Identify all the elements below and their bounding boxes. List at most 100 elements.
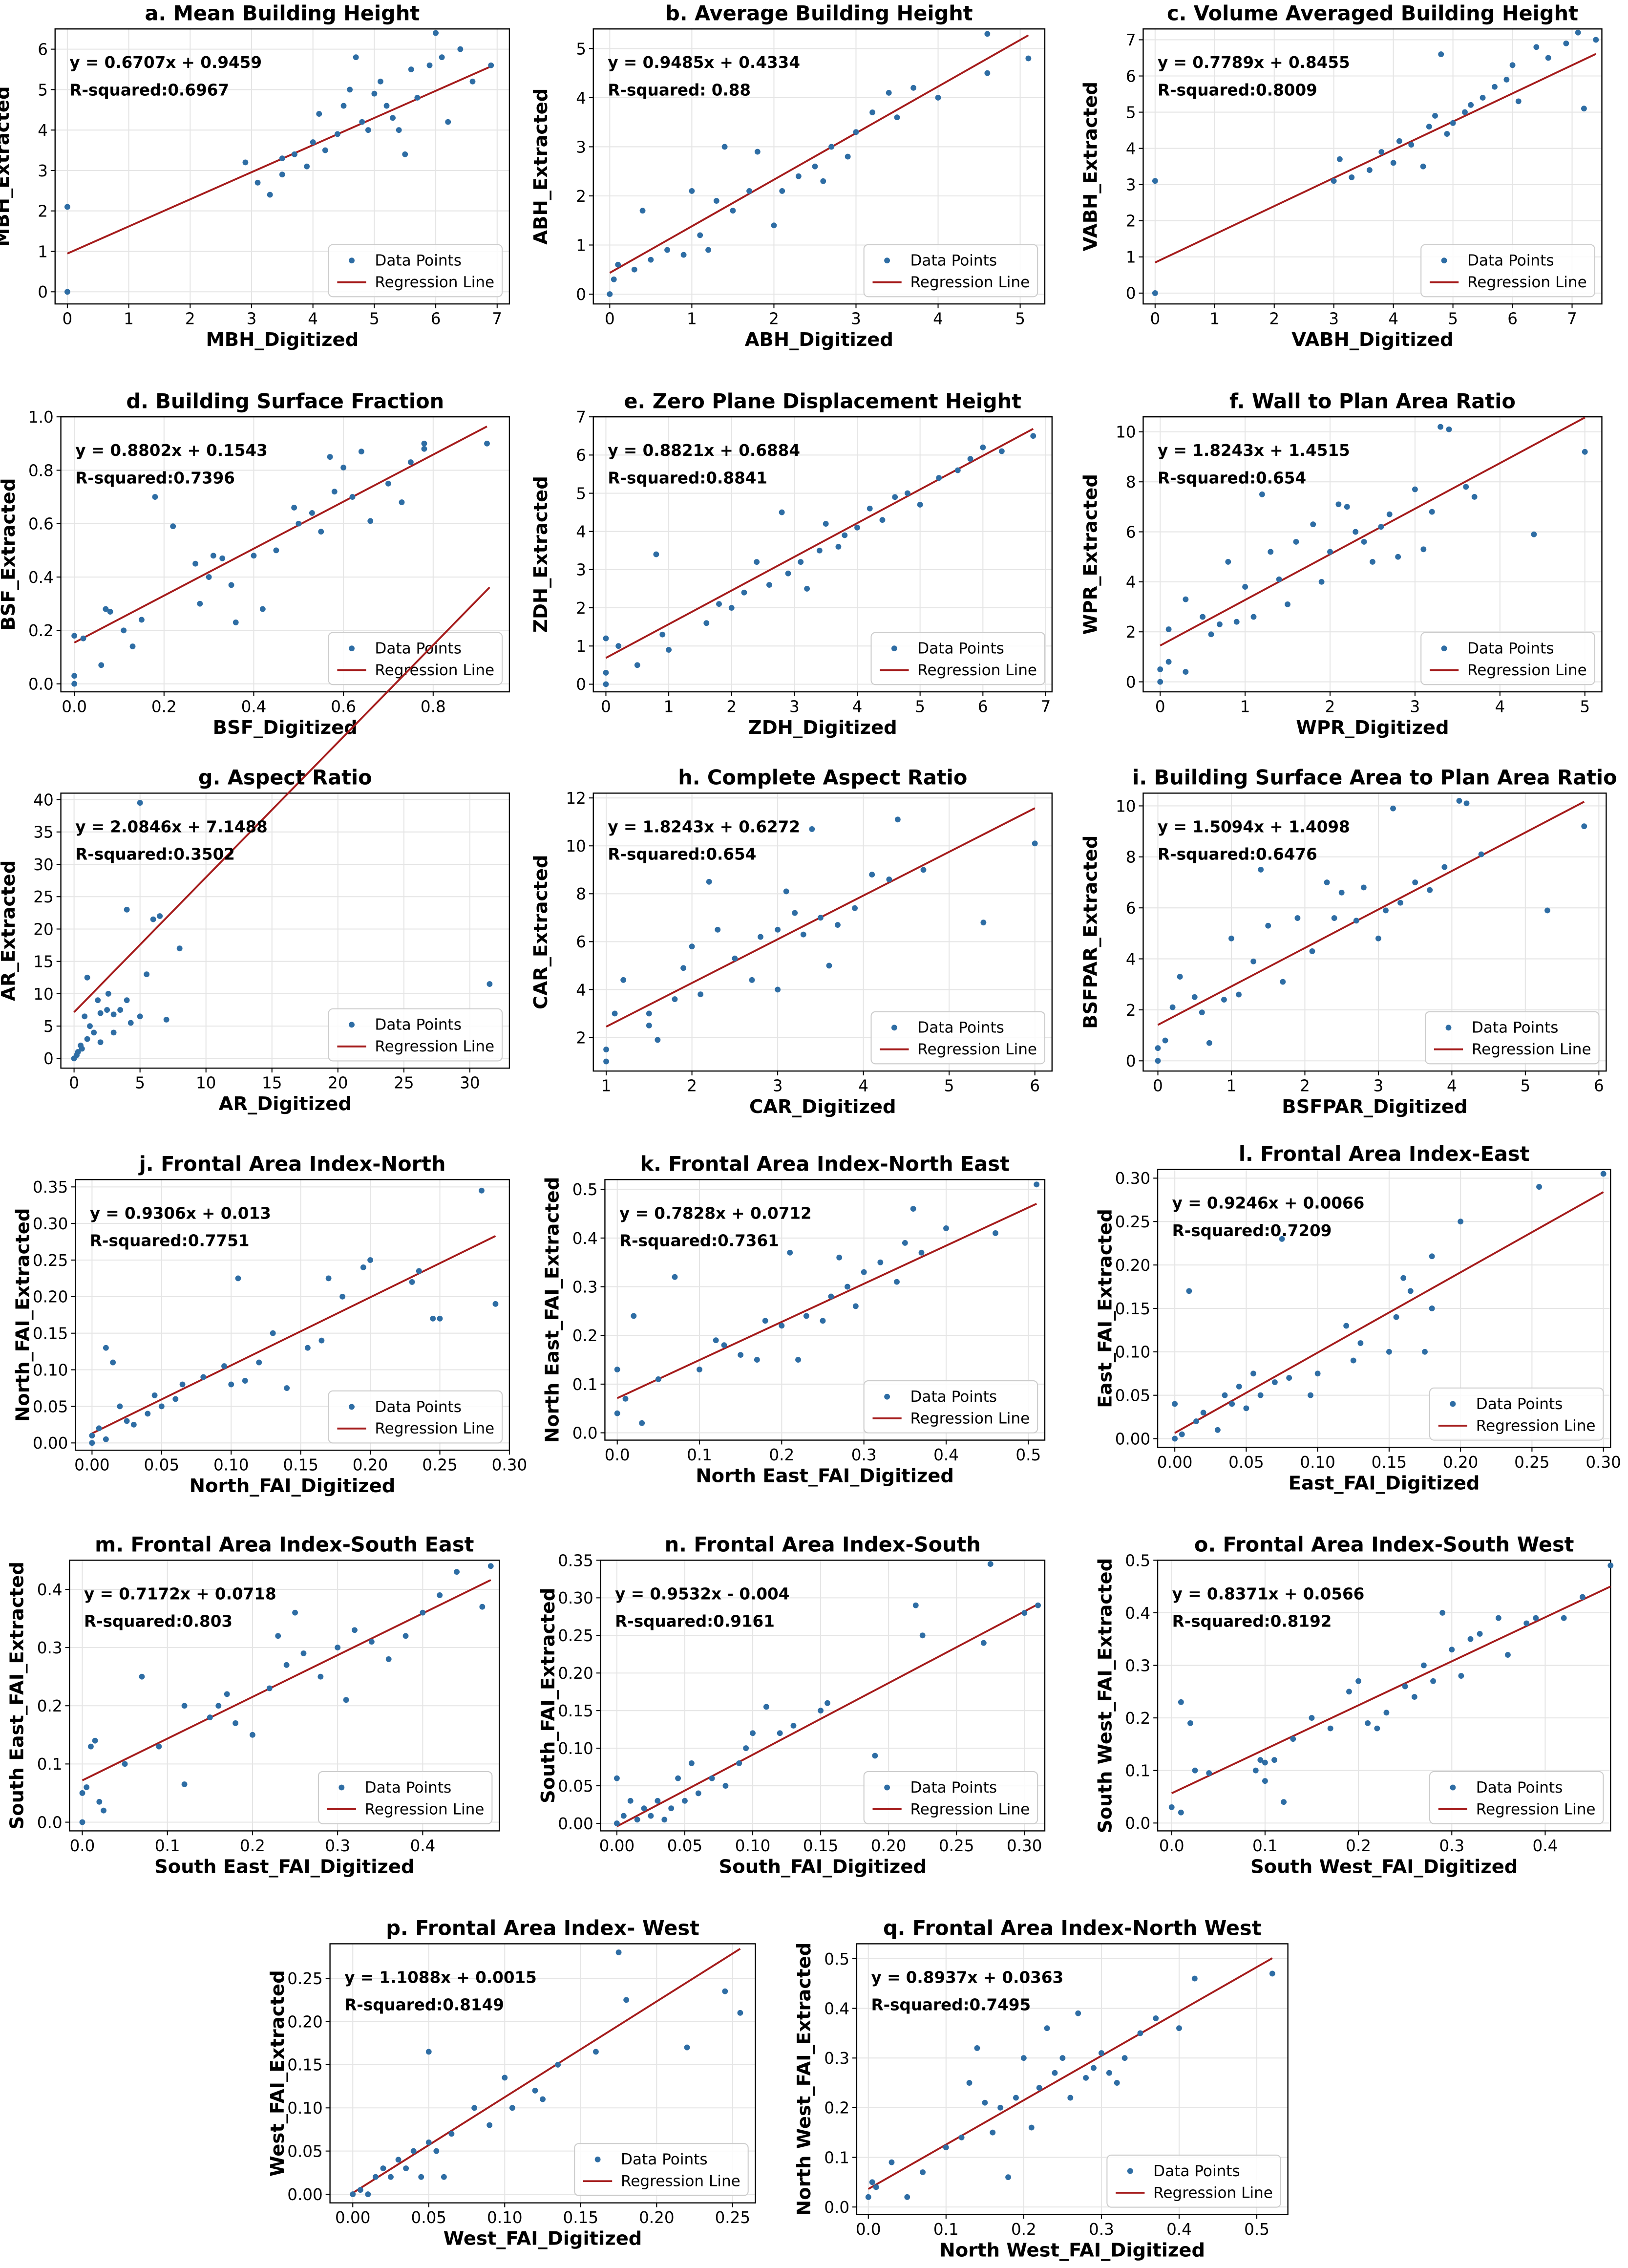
legend-box (863, 1380, 1038, 1434)
data-point (668, 1805, 675, 1812)
chart-panel-f: 0 1 2 3 4 5 0 2 4 6 8 10 f. Wall to Plan Area Ratio W… (1080, 389, 1603, 739)
data-point (1309, 948, 1315, 954)
r-squared-value: R-squared: 0.88 (608, 81, 751, 100)
data-point (1310, 521, 1316, 528)
chart-legend: Data Points Regression Line (1425, 1011, 1600, 1065)
data-point (420, 1609, 426, 1616)
data-point (1439, 1610, 1446, 1616)
data-point (919, 1632, 926, 1639)
data-point (886, 89, 892, 96)
data-point (322, 147, 328, 153)
y-tick-label: 0.3 (824, 2049, 849, 2068)
data-point (1581, 106, 1587, 112)
data-point (777, 1730, 783, 1736)
data-point (1114, 2080, 1120, 2086)
y-axis-label: South West_FAI_Extracted (1094, 1558, 1116, 1833)
x-tick-label: 2 (769, 310, 779, 328)
data-point (958, 2134, 965, 2140)
data-point (997, 2104, 1004, 2111)
data-point (1228, 935, 1234, 941)
data-point (210, 553, 216, 559)
data-point (1083, 2075, 1089, 2081)
data-point (785, 570, 791, 577)
x-tick-label: 2 (687, 1077, 697, 1095)
data-point (603, 1058, 609, 1065)
data-point (279, 171, 285, 178)
y-tick-label: 0.25 (558, 1626, 593, 1645)
data-point (1191, 994, 1198, 1000)
x-tick-label: 0 (1150, 310, 1160, 328)
data-point (156, 1743, 162, 1750)
x-axis-label: ZDH_Digitized (748, 717, 897, 739)
y-tick-label: 25 (33, 888, 53, 906)
data-point (1137, 2030, 1143, 2036)
data-point (1396, 138, 1402, 144)
y-tick-label: 0 (576, 675, 586, 694)
x-tick-label: 0.2 (769, 1446, 794, 1464)
chart-legend: Data Points Regression Line (574, 2143, 749, 2196)
data-point (1366, 167, 1373, 173)
data-point (479, 1187, 485, 1194)
data-point (615, 1949, 622, 1956)
data-point (1426, 124, 1432, 130)
data-point (795, 1357, 801, 1363)
x-tick-label: 0.05 (1228, 1453, 1264, 1472)
x-tick-label: 3 (247, 310, 257, 328)
x-tick-label: 4 (1388, 310, 1398, 328)
data-point (646, 1010, 652, 1017)
y-tick-label: 0.5 (1125, 1551, 1150, 1570)
x-tick-label: 3 (773, 1077, 783, 1095)
data-point (1257, 1392, 1264, 1398)
data-point (800, 931, 806, 938)
y-tick-label: 0.10 (287, 2099, 323, 2118)
data-point (749, 977, 755, 983)
data-point (798, 559, 804, 565)
y-axis-label: VABH_Extracted (1080, 82, 1102, 251)
data-point (372, 2174, 379, 2180)
data-point (368, 1639, 375, 1645)
data-point (228, 582, 234, 588)
data-point (820, 178, 826, 184)
y-tick-label: 1 (576, 236, 586, 255)
x-tick-label: 2 (185, 310, 195, 328)
data-point (92, 1737, 98, 1744)
data-point (1350, 1357, 1356, 1364)
x-tick-label: 0.4 (1533, 1837, 1558, 1855)
data-point (316, 111, 322, 117)
x-tick-label: 5 (1521, 1077, 1531, 1095)
data-point (215, 1703, 222, 1709)
data-point (129, 643, 136, 650)
legend-point-marker (884, 257, 890, 264)
legend-point-marker (594, 2156, 601, 2162)
data-point (1309, 1715, 1315, 1721)
legend-label-data-points: Data Points (917, 1019, 1004, 1037)
data-point (967, 456, 973, 462)
data-point (224, 1691, 230, 1697)
x-tick-label: 0.20 (353, 1456, 388, 1475)
data-point (1268, 549, 1274, 555)
legend-box (870, 1011, 1046, 1065)
data-point (1075, 2010, 1081, 2016)
data-point (1155, 1045, 1161, 1051)
data-point (1324, 879, 1330, 885)
data-point (105, 990, 111, 997)
plot-frame (592, 792, 1053, 1072)
data-point (275, 1633, 281, 1639)
chart-title: p. Frontal Area Index- West (386, 1917, 699, 1940)
x-tick-label: 0.25 (715, 2208, 751, 2227)
regression-equation: y = 0.7828x + 0.0712 (619, 1204, 812, 1222)
data-point (614, 1820, 620, 1826)
data-point (1099, 2050, 1104, 2056)
y-tick-label: 5 (576, 40, 586, 58)
chart-panel-b: 0 1 2 3 4 5 0 1 2 3 4 5 b. Average Building Height AB… (530, 1, 1046, 351)
chart-legend: Data Points Regression Line (328, 1008, 503, 1062)
data-point (836, 1254, 843, 1261)
x-tick-label: 0 (1153, 1077, 1163, 1095)
x-tick-label: 0.10 (487, 2208, 523, 2227)
data-point (917, 502, 923, 508)
data-point (1408, 142, 1415, 148)
data-point (292, 1609, 298, 1616)
regression-equation: y = 0.8937x + 0.0363 (871, 1968, 1064, 1987)
x-tick-label: 1 (1209, 310, 1220, 328)
